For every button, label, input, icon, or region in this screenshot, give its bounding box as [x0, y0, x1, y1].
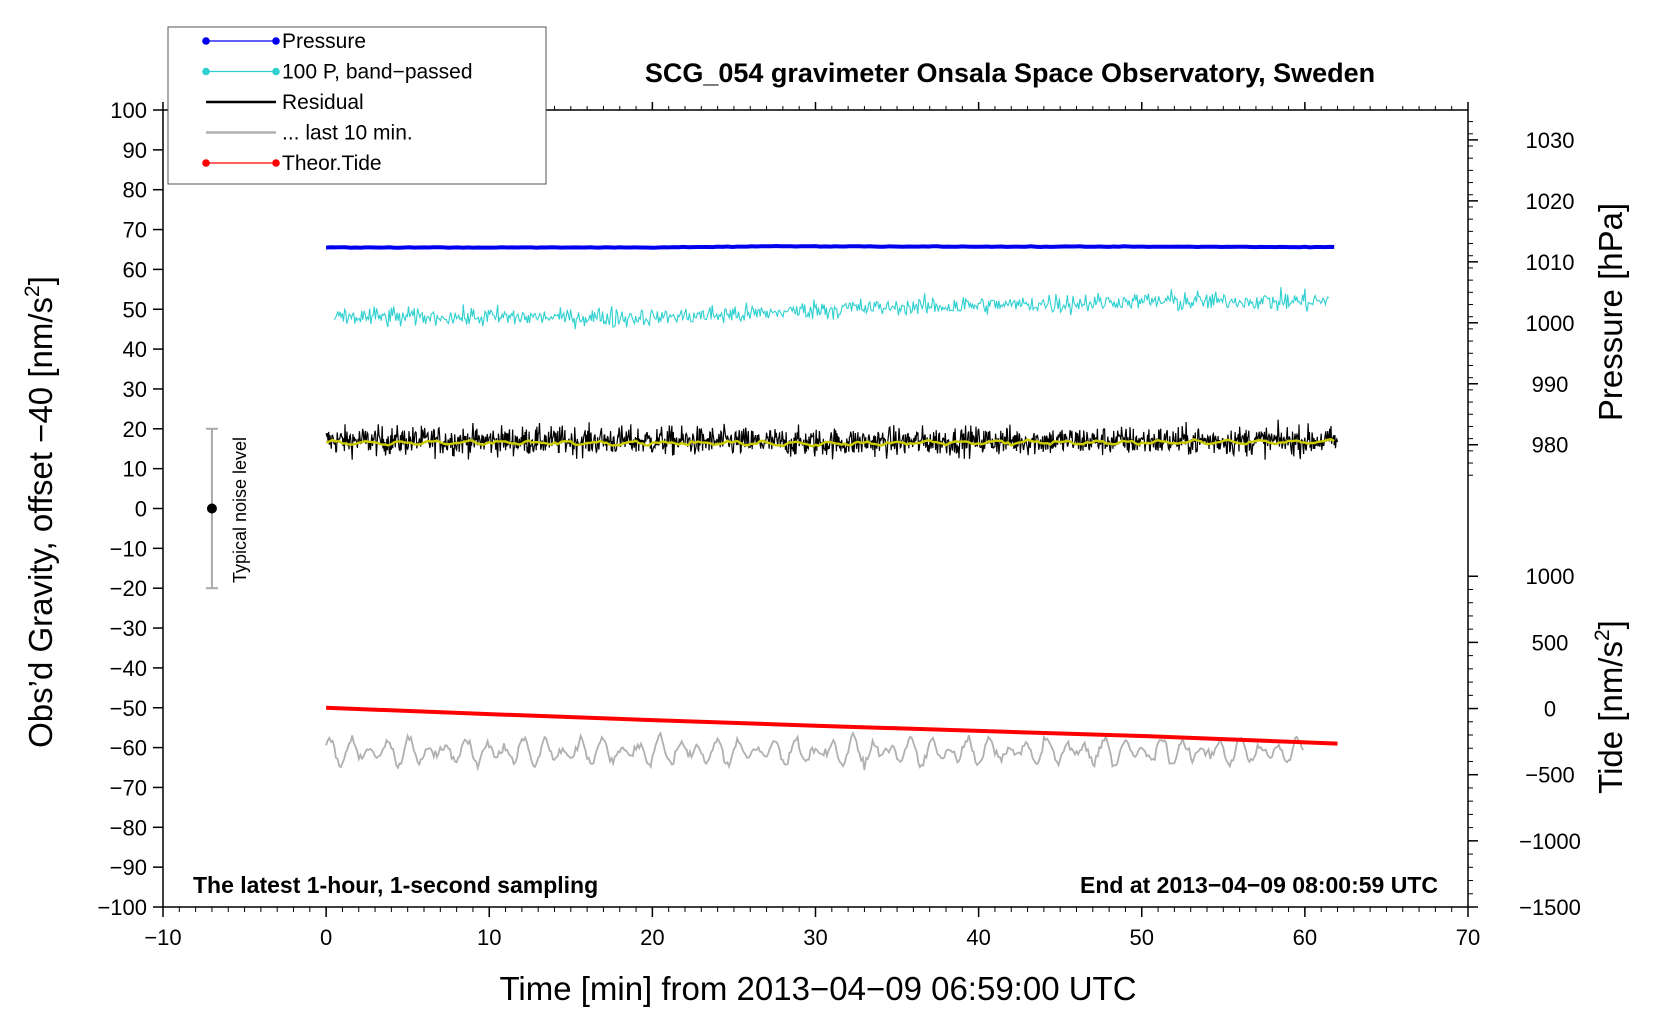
legend-label: ... last 10 min. [282, 122, 413, 145]
tide-tick-label: 500 [1532, 630, 1569, 655]
series-band-passed-line [333, 287, 1330, 330]
y-left-tick-label: −70 [110, 775, 147, 800]
chart-title: SCG_054 gravimeter Onsala Space Observat… [645, 58, 1375, 88]
y-axis-title-tide: Tide [nm/s2] [1591, 620, 1629, 794]
y-axis-title-pressure: Pressure [hPa] [1592, 203, 1629, 421]
x-tick-label: 30 [803, 925, 827, 950]
tide-tick-label: −1500 [1519, 895, 1581, 920]
series-last-10-min-line [325, 730, 1304, 772]
x-axis-title: Time [min] from 2013−04−09 06:59:00 UTC [499, 970, 1136, 1007]
y-axis-title-left-end: ] [22, 276, 59, 285]
x-tick-label: 0 [320, 925, 332, 950]
y-left-tick-label: 90 [123, 138, 147, 163]
series-theor-tide-line [326, 705, 1338, 746]
x-tick-label: 60 [1293, 925, 1317, 950]
tide-tick-label: −500 [1525, 763, 1575, 788]
legend: Pressure 100 P, band−passed Residual ... la… [167, 26, 547, 185]
noise-bar-center-dot [206, 503, 217, 514]
legend-label: Theor.Tide [282, 152, 382, 175]
legend-label: Residual [282, 91, 364, 114]
y-left-tick-label: 30 [123, 377, 147, 402]
y-left-tick-label: 80 [123, 178, 147, 203]
y-left-tick-label: −40 [110, 656, 147, 681]
y-left-tick-label: −10 [110, 536, 147, 561]
y-left-tick-label: 20 [123, 417, 147, 442]
legend-swatch-marker [272, 159, 280, 167]
y-left-tick-label: 100 [110, 98, 147, 123]
y-axis-title-tide-end: ] [1592, 620, 1629, 629]
x-tick-label: 40 [966, 925, 990, 950]
x-tick-label: 50 [1130, 925, 1154, 950]
tide-tick-label: −1000 [1519, 829, 1581, 854]
y-axis-title-tide-text: Tide [nm/s [1592, 641, 1629, 794]
y-left-tick-label: −100 [97, 895, 147, 920]
y-axis-title-tide-sup: 2 [1591, 629, 1614, 641]
x-tick-label: 70 [1456, 925, 1480, 950]
y-left-tick-label: −50 [110, 696, 147, 721]
annotation-end-time: End at 2013−04−09 08:00:59 UTC [1080, 872, 1438, 898]
pressure-tick-label: 1010 [1526, 250, 1575, 275]
y-axis-title-left: Obs’d Gravity, offset −40 [nm/s2] [21, 276, 59, 748]
y-axis-title-left-text: Obs’d Gravity, offset −40 [nm/s [22, 297, 59, 748]
legend-box [167, 26, 547, 185]
legend-swatch-marker [202, 159, 210, 167]
legend-swatch-marker [202, 67, 210, 76]
y-axis-title-left-sup: 2 [21, 285, 44, 297]
y-left-tick-label: −30 [110, 616, 147, 641]
legend-label: Pressure [282, 30, 366, 53]
legend-swatch-marker [272, 37, 280, 45]
y-left-tick-label: 10 [123, 457, 147, 482]
y-left-tick-label: 60 [123, 257, 147, 282]
y-left-tick-label: −20 [110, 576, 147, 601]
pressure-tick-label: 1000 [1526, 311, 1575, 336]
y-left-tick-label: 0 [135, 497, 147, 522]
series-residual-smoothed-line [325, 437, 1335, 448]
y-left-tick-label: 50 [123, 297, 147, 322]
y-left-tick-label: −90 [110, 855, 147, 880]
axes: −10 0 10 20 30 40 50 60 701009080706050403020100… [97, 98, 1580, 950]
pressure-tick-label: 990 [1532, 372, 1569, 397]
y-left-tick-label: 70 [123, 218, 147, 243]
tide-tick-label: 1000 [1526, 564, 1575, 589]
x-tick-label: 10 [477, 925, 501, 950]
pressure-tick-label: 980 [1532, 433, 1569, 458]
pressure-tick-label: 1030 [1526, 128, 1575, 153]
series-residual-line [325, 419, 1339, 460]
pressure-tick-label: 1020 [1526, 189, 1575, 214]
tide-tick-label: 0 [1544, 697, 1556, 722]
noise-level-label: Typical noise level [230, 437, 250, 583]
plot-area [205, 243, 1339, 772]
x-tick-label: −10 [144, 925, 181, 950]
y-left-tick-label: −80 [110, 815, 147, 840]
y-left-tick-label: −60 [110, 736, 147, 761]
annotation-sampling: The latest 1-hour, 1-second sampling [193, 872, 598, 898]
x-tick-label: 20 [640, 925, 664, 950]
legend-swatch-marker [202, 37, 210, 45]
legend-swatch-marker [272, 67, 280, 76]
y-left-tick-label: 40 [123, 337, 147, 362]
series-pressure-line [325, 243, 1335, 250]
legend-label: 100 P, band−passed [282, 61, 473, 84]
